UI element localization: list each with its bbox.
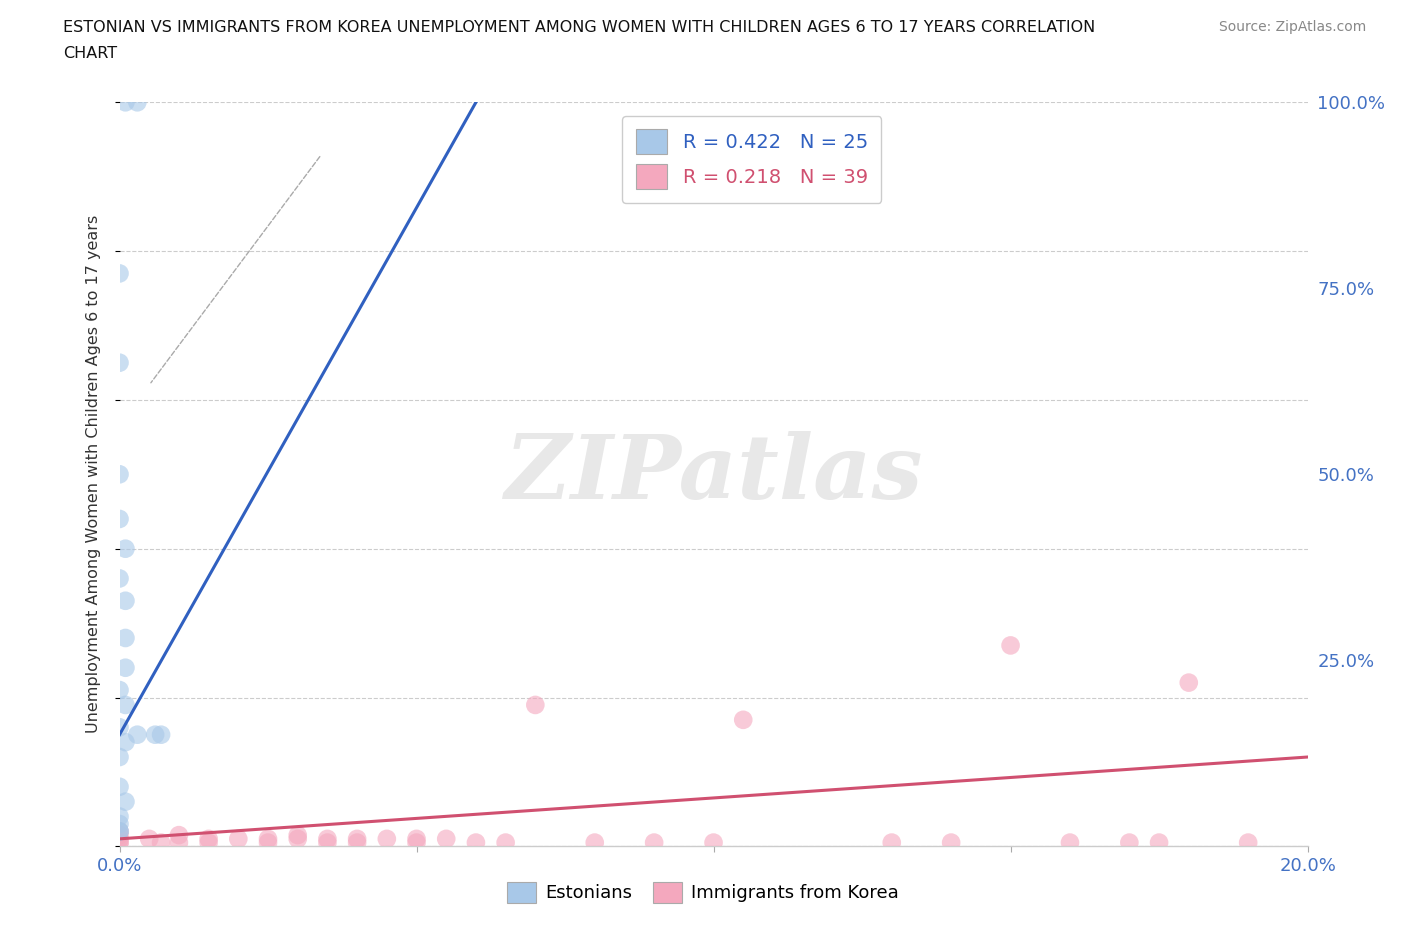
Point: [405, 835, 427, 850]
Point: [108, 809, 131, 824]
Point: [108, 467, 131, 482]
Point: [108, 824, 131, 839]
Point: [114, 541, 136, 556]
Point: [108, 835, 131, 850]
Y-axis label: Unemployment Among Women with Children Ages 6 to 17 years: Unemployment Among Women with Children A…: [86, 215, 101, 734]
Point: [108, 824, 131, 839]
Point: [114, 660, 136, 675]
Point: [228, 831, 250, 846]
Legend: R = 0.422   N = 25, R = 0.218   N = 39: R = 0.422 N = 25, R = 0.218 N = 39: [623, 115, 882, 203]
Point: [108, 817, 131, 831]
Point: [941, 835, 963, 850]
Point: [114, 593, 136, 608]
Point: [108, 512, 131, 526]
Point: [114, 95, 136, 110]
Point: [197, 831, 219, 846]
Legend: Estonians, Immigrants from Korea: Estonians, Immigrants from Korea: [499, 874, 907, 910]
Point: [583, 835, 606, 850]
Point: [1118, 835, 1140, 850]
Point: [114, 735, 136, 750]
Point: [346, 835, 368, 850]
Point: [108, 779, 131, 794]
Point: [108, 266, 131, 281]
Point: [287, 828, 309, 843]
Point: [287, 831, 309, 846]
Text: ZIPatlas: ZIPatlas: [505, 431, 922, 518]
Text: ESTONIAN VS IMMIGRANTS FROM KOREA UNEMPLOYMENT AMONG WOMEN WITH CHILDREN AGES 6 : ESTONIAN VS IMMIGRANTS FROM KOREA UNEMPL…: [63, 20, 1095, 35]
Point: [143, 727, 166, 742]
Point: [114, 698, 136, 712]
Text: Source: ZipAtlas.com: Source: ZipAtlas.com: [1219, 20, 1367, 34]
Point: [880, 835, 903, 850]
Point: [464, 835, 488, 850]
Point: [643, 835, 665, 850]
Point: [733, 712, 755, 727]
Point: [167, 828, 190, 843]
Point: [257, 831, 280, 846]
Point: [108, 750, 131, 764]
Point: [108, 828, 131, 843]
Point: [197, 835, 219, 850]
Text: CHART: CHART: [63, 46, 117, 61]
Point: [346, 831, 368, 846]
Point: [495, 835, 517, 850]
Point: [114, 631, 136, 645]
Point: [108, 824, 131, 839]
Point: [316, 831, 339, 846]
Point: [108, 355, 131, 370]
Point: [127, 727, 149, 742]
Point: [257, 835, 280, 850]
Point: [150, 835, 173, 850]
Point: [1059, 835, 1081, 850]
Point: [316, 835, 339, 850]
Point: [1178, 675, 1201, 690]
Point: [703, 835, 725, 850]
Point: [150, 727, 173, 742]
Point: [108, 831, 131, 846]
Point: [405, 831, 427, 846]
Point: [375, 831, 398, 846]
Point: [108, 571, 131, 586]
Point: [1237, 835, 1260, 850]
Point: [108, 683, 131, 698]
Point: [127, 95, 149, 110]
Point: [524, 698, 547, 712]
Point: [1147, 835, 1170, 850]
Point: [434, 831, 457, 846]
Point: [114, 794, 136, 809]
Point: [108, 720, 131, 735]
Point: [138, 831, 160, 846]
Point: [108, 835, 131, 850]
Point: [167, 835, 190, 850]
Point: [1000, 638, 1022, 653]
